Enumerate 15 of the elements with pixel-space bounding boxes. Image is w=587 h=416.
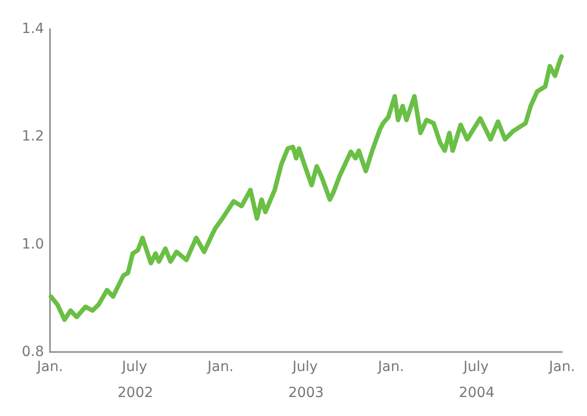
text: 2003	[288, 385, 324, 401]
x-tick-label: Jan.	[36, 359, 64, 375]
y-tick-label: 1.2	[22, 128, 44, 145]
text: 2004	[458, 385, 495, 401]
x-tick-label: Jan.	[206, 359, 234, 375]
text: 2002	[118, 385, 154, 401]
x-tick-label: July	[291, 359, 318, 375]
x-tick-label: July	[462, 359, 489, 375]
y-tick-label: 1.4	[22, 21, 44, 37]
x-tick-label: Jan.	[548, 359, 576, 375]
x-tick-label: July	[120, 359, 148, 375]
y-tick-label: 1.0	[22, 236, 44, 252]
y-tick-label: 0.8	[22, 344, 44, 360]
x-tick-label: Jan.	[377, 359, 404, 375]
line-series	[48, 54, 564, 322]
